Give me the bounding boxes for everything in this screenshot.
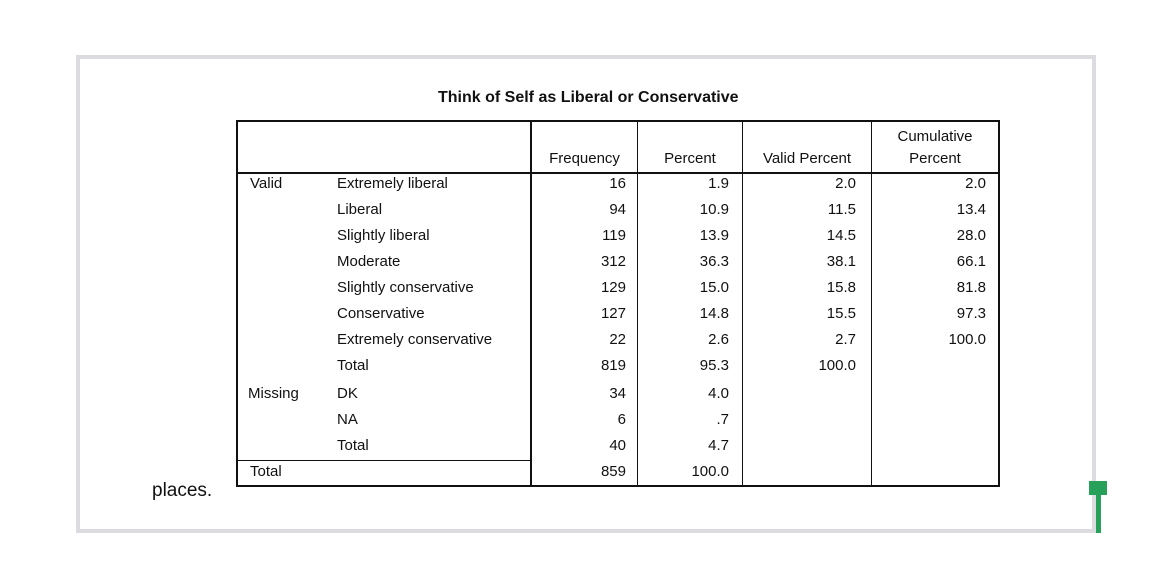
row-frequency: 119 — [602, 227, 626, 244]
valid-percent-column-rule — [871, 122, 872, 485]
header-valid-percent: Valid Percent — [762, 150, 852, 167]
row-label: Conservative — [337, 305, 425, 322]
row-frequency: 22 — [609, 331, 626, 348]
row-label: Extremely conservative — [337, 331, 493, 348]
row-frequency: 6 — [617, 411, 626, 428]
row-valid-percent: 11.5 — [827, 201, 856, 218]
group-label-missing: Missing — [248, 385, 299, 402]
row-cumulative: 81.8 — [956, 279, 986, 296]
grand-total-percent: 100.0 — [691, 463, 729, 480]
row-percent: 13.9 — [699, 227, 729, 244]
header-percent: Percent — [664, 150, 716, 167]
row-percent: 4.0 — [708, 385, 729, 402]
row-percent: 15.0 — [699, 279, 729, 296]
row-label: Total — [337, 437, 369, 454]
row-percent: 14.8 — [699, 305, 729, 322]
label-column-rule — [530, 122, 532, 485]
row-valid-percent: 15.5 — [826, 305, 856, 322]
group-label-valid: Valid — [250, 175, 283, 192]
percent-column-rule — [742, 122, 743, 485]
row-frequency: 129 — [600, 279, 626, 296]
row-label: Liberal — [337, 201, 383, 218]
header-cumulative-line2: Percent — [909, 150, 961, 167]
row-percent: 36.3 — [699, 253, 729, 270]
row-frequency: 819 — [600, 357, 626, 374]
row-valid-percent: 2.0 — [835, 175, 856, 192]
row-cumulative: 97.3 — [956, 305, 986, 322]
row-frequency: 40 — [609, 437, 626, 454]
header-bottom-rule — [238, 172, 998, 174]
table-title: Think of Self as Liberal or Conservative — [438, 89, 739, 106]
row-cumulative: 100.0 — [948, 331, 986, 348]
header-frequency: Frequency — [549, 150, 620, 167]
row-percent: 95.3 — [699, 357, 729, 374]
row-label: Slightly liberal — [337, 227, 430, 244]
row-frequency: 127 — [600, 305, 626, 322]
row-cumulative: 2.0 — [965, 175, 986, 192]
row-label: Total — [337, 357, 369, 374]
row-cumulative: 28.0 — [956, 227, 986, 244]
row-frequency: 94 — [609, 201, 626, 218]
row-valid-percent: 15.8 — [826, 279, 856, 296]
grand-total-frequency: 859 — [600, 463, 626, 480]
row-frequency: 312 — [600, 253, 626, 270]
frequency-table: Frequency Percent Valid Percent Cumulati… — [236, 120, 1000, 487]
row-label: Slightly conservative — [337, 279, 474, 296]
row-frequency: 16 — [609, 175, 626, 192]
row-label: Moderate — [337, 253, 401, 270]
row-cumulative: 66.1 — [956, 253, 986, 270]
text-cursor-icon — [1089, 481, 1107, 495]
frequency-column-rule — [637, 122, 638, 485]
row-label: DK — [337, 385, 358, 402]
total-top-rule — [238, 460, 531, 461]
document-frame — [76, 55, 1096, 533]
row-valid-percent: 38.1 — [826, 253, 856, 270]
row-label: Extremely liberal — [337, 175, 448, 192]
row-percent: 10.9 — [699, 201, 729, 218]
row-valid-percent: 14.5 — [826, 227, 856, 244]
row-percent: .7 — [716, 411, 729, 428]
row-percent: 4.7 — [708, 437, 729, 454]
row-valid-percent: 100.0 — [818, 357, 856, 374]
row-percent: 1.9 — [708, 175, 729, 192]
row-cumulative: 13.4 — [956, 201, 986, 218]
row-label: NA — [337, 411, 358, 428]
group-label-total: Total — [250, 463, 282, 480]
row-percent: 2.6 — [708, 331, 729, 348]
header-cumulative-line1: Cumulative — [897, 128, 973, 145]
text-cursor-stem — [1096, 495, 1101, 533]
row-frequency: 34 — [609, 385, 626, 402]
row-valid-percent: 2.7 — [835, 331, 856, 348]
body-text-fragment: places. — [152, 480, 213, 501]
